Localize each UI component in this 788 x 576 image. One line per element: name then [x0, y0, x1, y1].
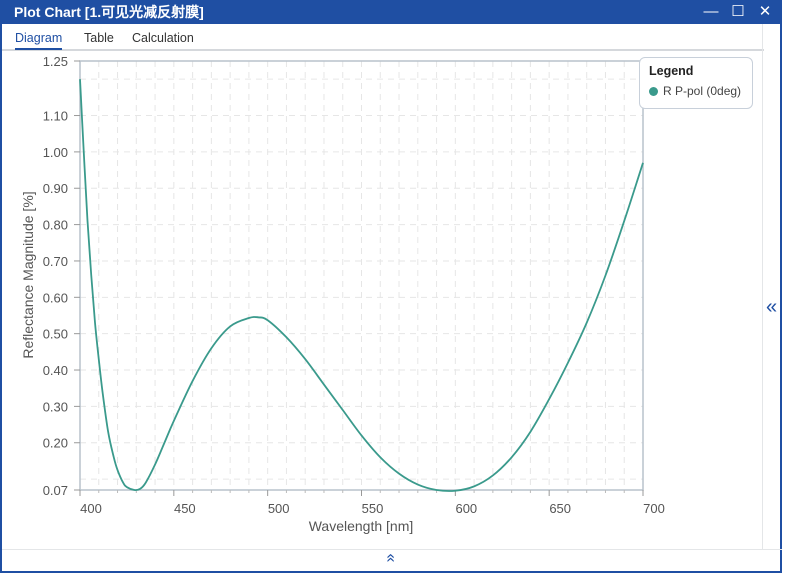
- y-tick-label: 1.10: [43, 109, 68, 124]
- x-tick-label: 500: [268, 501, 290, 516]
- y-tick-label: 0.90: [43, 181, 68, 196]
- y-tick-label: 0.70: [43, 254, 68, 269]
- title-bar: Plot Chart [1.可见光减反射膜]: [2, 0, 782, 24]
- legend-title: Legend: [649, 64, 694, 78]
- legend-item[interactable]: R P-pol (0deg): [649, 84, 743, 98]
- right-side-panel: [762, 24, 782, 549]
- x-tick-label: 650: [549, 501, 571, 516]
- tab-bar: Diagram Table Calculation: [2, 26, 764, 51]
- bottom-panel: [2, 549, 782, 571]
- minimize-icon[interactable]: —: [703, 3, 719, 20]
- y-tick-label: 1.00: [43, 145, 68, 160]
- y-tick-label: 0.40: [43, 363, 68, 378]
- double-chevron-left-icon[interactable]: «: [766, 296, 778, 318]
- y-tick-label: 0.80: [43, 218, 68, 233]
- x-axis-label: Wavelength [nm]: [309, 518, 414, 534]
- close-icon[interactable]: ✕: [758, 3, 772, 20]
- x-tick-label: 450: [174, 501, 196, 516]
- tab-table[interactable]: Table: [84, 31, 114, 45]
- y-tick-label: 0.60: [43, 290, 68, 305]
- y-tick-label: 0.50: [43, 327, 68, 342]
- tab-calculation[interactable]: Calculation: [132, 31, 194, 45]
- maximize-icon[interactable]: ☐: [731, 3, 745, 20]
- window-title: Plot Chart [1.可见光减反射膜]: [14, 4, 204, 20]
- y-tick-label: 0.07: [43, 483, 68, 498]
- y-tick-label: 0.30: [43, 399, 68, 414]
- y-axis-label: Reflectance Magnitude [%]: [20, 191, 36, 358]
- legend: Legend R P-pol (0deg): [639, 57, 753, 109]
- legend-label: R P-pol (0deg): [663, 84, 742, 98]
- y-tick-label: 1.25: [43, 54, 68, 69]
- x-tick-label: 700: [643, 501, 665, 516]
- series-line-r-p-pol: [79, 79, 644, 492]
- x-tick-label: 600: [455, 501, 477, 516]
- y-tick-label: 0.20: [43, 436, 68, 451]
- tab-diagram[interactable]: Diagram: [15, 31, 63, 50]
- x-tick-label: 550: [362, 501, 384, 516]
- x-tick-label: 400: [80, 501, 102, 516]
- legend-marker-icon: [649, 86, 658, 96]
